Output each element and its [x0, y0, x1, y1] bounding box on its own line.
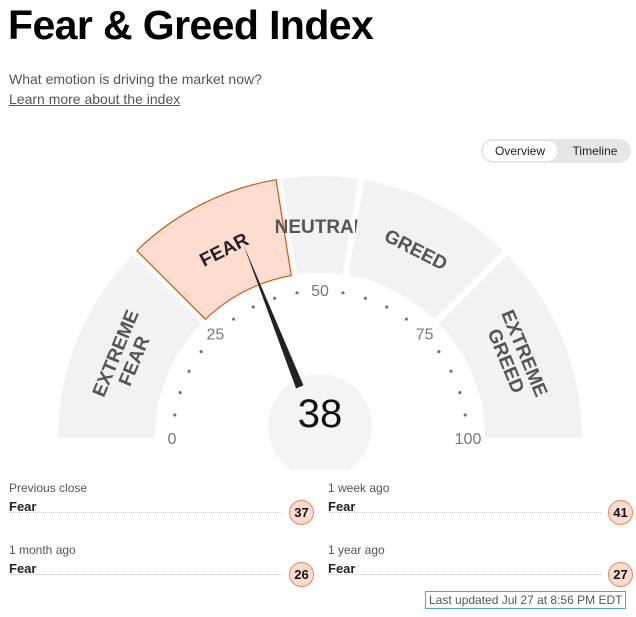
- stat-divider: [328, 574, 601, 575]
- stat-rating: Fear: [9, 561, 37, 576]
- gauge-tick-dot: [341, 291, 345, 295]
- gauge-tick-label: 100: [455, 431, 482, 448]
- stat-rating: Fear: [9, 499, 37, 514]
- stat-value-badge: 27: [608, 562, 633, 587]
- gauge-value: 38: [298, 392, 343, 436]
- view-toggle: Overview Timeline: [481, 139, 631, 163]
- gauge-segment-neutral-label: NEUTRAL: [275, 217, 366, 238]
- gauge-segment-extreme-greed: [438, 254, 582, 438]
- stat-1-year-ago: 1 year ago Fear 27: [328, 543, 633, 587]
- gauge-tick-dot: [449, 369, 453, 373]
- page-title: Fear & Greed Index: [8, 2, 374, 48]
- stat-label: Previous close: [9, 481, 88, 495]
- gauge-tick-labels: 0 25 50 75 100: [168, 283, 482, 448]
- gauge-segment-neutral: [281, 175, 359, 275]
- gauge-tick-dot: [187, 369, 191, 373]
- stat-previous-close: Previous close Fear 37: [9, 481, 314, 525]
- gauge-tick-label: 0: [168, 431, 177, 448]
- last-updated-timestamp: Last updated Jul 27 at 8:56 PM EDT: [425, 591, 627, 609]
- stat-value-badge: 41: [608, 500, 633, 525]
- gauge-tick-dot: [272, 296, 277, 300]
- gauge-tick-dot: [463, 413, 467, 417]
- stat-value-badge: 26: [289, 562, 314, 587]
- stat-rating: Fear: [328, 499, 356, 514]
- gauge-value-disc: [268, 374, 372, 470]
- gauge-tick-dot: [173, 413, 177, 417]
- stat-label: 1 month ago: [9, 543, 76, 557]
- gauge-tick-dot: [458, 390, 462, 395]
- gauge-tick-label: 75: [416, 326, 434, 343]
- gauge-tick-dot: [385, 305, 389, 309]
- gauge-tick-dot: [295, 291, 299, 295]
- tab-timeline[interactable]: Timeline: [572, 144, 618, 158]
- gauge-needle: [243, 244, 304, 389]
- gauge-tick-dot: [404, 317, 408, 321]
- gauge-tick-label: 25: [206, 326, 224, 343]
- page-subtitle: What emotion is driving the market now?: [9, 71, 262, 87]
- stat-1-week-ago: 1 week ago Fear 41: [328, 481, 633, 525]
- gauge-tick-dot: [232, 317, 236, 321]
- learn-more-link[interactable]: Learn more about the index: [9, 91, 181, 107]
- gauge-tick-label: 50: [311, 283, 329, 300]
- gauge-tick-dot: [437, 350, 441, 354]
- stat-divider: [9, 574, 282, 575]
- tab-overview[interactable]: Overview: [483, 141, 557, 161]
- gauge-tick-dot: [251, 305, 255, 309]
- gauge-segment-greed: [348, 179, 504, 320]
- stat-rating: Fear: [328, 561, 356, 576]
- gauge-segment-extreme-fear: [58, 254, 202, 438]
- stat-label: 1 week ago: [328, 481, 390, 495]
- stat-divider: [328, 512, 601, 513]
- stat-divider: [9, 512, 282, 513]
- stat-label: 1 year ago: [328, 543, 385, 557]
- stat-1-month-ago: 1 month ago Fear 26: [9, 543, 314, 587]
- stat-value-badge: 37: [289, 500, 314, 525]
- gauge-tick-dot: [199, 350, 203, 354]
- gauge-tick-dot: [363, 296, 368, 300]
- gauge-tick-dots: [173, 291, 467, 417]
- gauge-segment-fear: [136, 179, 292, 321]
- gauge-tick-dot: [178, 390, 182, 395]
